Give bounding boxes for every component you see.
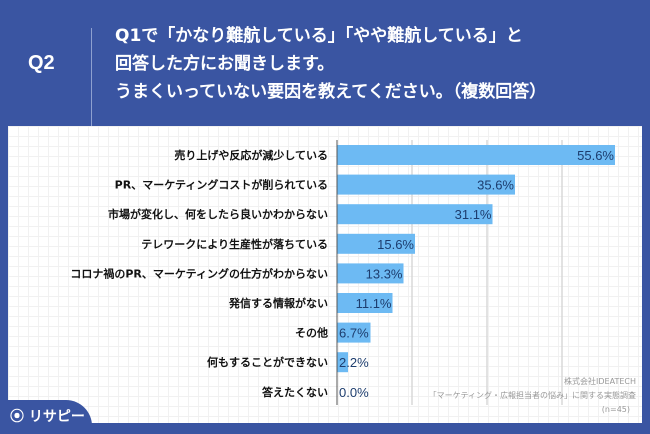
value-label: 0.0% [339,385,369,400]
value-label: 6.7% [339,326,369,341]
category-label: 市場が変化し、何をしたら良いかわからない [108,207,328,221]
category-label: コロナ禍のPR、マーケティングの仕方がわからない [70,266,328,280]
bar [337,293,393,313]
title-line: Q1で「かなり難航している」「やや難航している」と [115,26,523,46]
title-line: うまくいっていない要因を教えてください。（複数回答） [115,82,547,102]
sample-size: (n=45) [601,405,630,414]
bar [337,352,348,373]
bar [337,145,615,165]
logo-text: リサピー [28,409,85,425]
title-line: 回答した方にお聞きします。 [115,54,335,74]
value-label: 31.1% [455,207,492,222]
value-label: 2.2% [339,355,369,370]
category-label: PR、マーケティングコストが削られている [115,178,328,192]
question-number: Q2 [28,52,55,74]
category-label: 売り上げや反応が減少している [174,148,328,162]
pin-icon: ⦿ [10,409,24,425]
bar [337,233,415,254]
value-label: 15.6% [377,237,414,252]
category-label: 何もすることができない [207,355,328,369]
bar [337,204,493,225]
question-title: Q1で「かなり難航している」「やや難航している」と 回答した方にお聞きします。 … [115,22,546,106]
category-label: テレワークにより生産性が落ちている [141,237,328,251]
source-company: 株式会社IDEATECH [564,377,636,386]
logo: ⦿ リサピー [0,400,92,434]
value-label: 11.1% [356,296,392,311]
bar [337,263,404,284]
category-label: その他 [295,326,328,340]
value-label: 35.6% [477,178,514,193]
category-label: 発信する情報がない [228,296,328,310]
category-label: 答えたくない [262,385,328,399]
chart-panel [8,126,642,423]
value-label: 55.6% [577,148,614,163]
bar [337,322,371,343]
divider [91,28,92,133]
bar [337,174,515,195]
value-label: 13.3% [366,266,403,281]
source-survey: 「マーケティング・広報担当者の悩み」に関する実態調査 [428,391,636,400]
